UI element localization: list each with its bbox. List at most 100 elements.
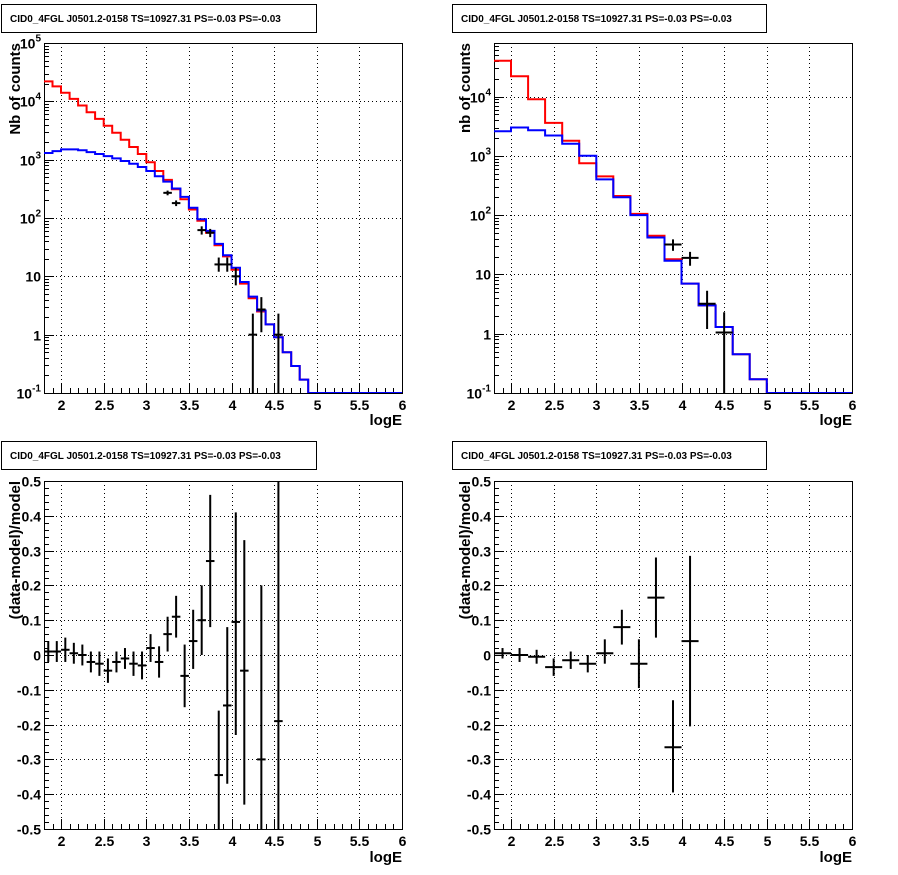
x-tick-label: 5 xyxy=(764,397,772,413)
data-point xyxy=(197,585,206,655)
x-tick-label: 4.5 xyxy=(715,397,735,413)
x-tick-label: 3.5 xyxy=(180,833,200,849)
chart-title: CID0_4FGL J0501.2-0158 TS=10927.31 PS=-0… xyxy=(10,14,281,25)
series-group xyxy=(494,59,852,393)
x-tick-label: 5.5 xyxy=(800,833,820,849)
x-tick-label: 3.5 xyxy=(630,397,650,413)
data-point xyxy=(120,648,130,669)
data-point xyxy=(52,641,62,662)
data-point xyxy=(698,290,716,330)
y-tick-label: 0.5 xyxy=(22,474,42,490)
y-tick-label: -0.2 xyxy=(467,718,491,734)
series-group xyxy=(44,80,402,393)
data-point xyxy=(494,648,512,659)
x-tick-label: 3 xyxy=(143,397,151,413)
data-point xyxy=(240,540,249,805)
x-axis-title: logE xyxy=(820,849,853,866)
data-point xyxy=(163,190,172,196)
x-tick-label: 4 xyxy=(679,397,687,413)
chart-panel-1: CID0_4FGL J0501.2-0158 TS=10927.31 PS=-0… xyxy=(1,4,407,429)
data-point xyxy=(69,642,79,664)
y-tick-label: 0.1 xyxy=(472,613,492,629)
data-point xyxy=(274,313,283,393)
data-point xyxy=(613,609,631,645)
x-tick-label: 5.5 xyxy=(350,833,370,849)
x-axis-title: logE xyxy=(820,412,853,429)
y-tick-label: 0.4 xyxy=(472,509,492,525)
data-point xyxy=(223,627,232,784)
x-tick-label: 3.5 xyxy=(630,833,650,849)
y-tick-label: 104 xyxy=(470,88,492,106)
y-tick-label: -0.5 xyxy=(467,822,491,838)
data-point xyxy=(163,616,172,652)
x-axis-title: logE xyxy=(370,849,403,866)
x-tick-label: 3 xyxy=(143,833,151,849)
chart-panel-3: CID0_4FGL J0501.2-0158 TS=10927.31 PS=-0… xyxy=(1,441,407,866)
y-tick-label: 10-1 xyxy=(17,384,42,402)
data-point xyxy=(681,555,699,727)
x-tick-label: 2 xyxy=(58,833,66,849)
y-axis-title: nb of counts xyxy=(457,43,474,133)
y-tick-label: 103 xyxy=(470,147,492,165)
y-tick-label: 0.3 xyxy=(472,544,492,560)
y-tick-label: -0.2 xyxy=(17,718,41,734)
y-tick-label: -0.1 xyxy=(17,683,41,699)
title-box xyxy=(1,441,317,470)
data-point xyxy=(579,655,597,673)
data-point xyxy=(154,646,164,678)
data-point xyxy=(205,494,215,628)
x-tick-label: 5.5 xyxy=(800,397,820,413)
y-tick-label: 10 xyxy=(475,267,491,283)
data-point xyxy=(188,609,198,669)
plot-frame xyxy=(494,43,853,394)
x-tick-label: 3 xyxy=(593,833,601,849)
title-box xyxy=(452,441,767,470)
data-point xyxy=(112,651,121,673)
x-tick-label: 2.5 xyxy=(545,833,565,849)
data-point xyxy=(248,313,258,393)
data-point xyxy=(146,634,155,662)
y-tick-label: 0.4 xyxy=(22,509,42,525)
x-tick-label: 3.5 xyxy=(180,397,200,413)
x-tick-label: 4 xyxy=(229,833,237,849)
chart-title: CID0_4FGL J0501.2-0158 TS=10927.31 PS=-0… xyxy=(10,451,281,462)
y-tick-label: 105 xyxy=(20,34,42,52)
blue-model-line xyxy=(44,148,402,393)
data-point xyxy=(197,226,206,235)
series-group xyxy=(44,481,283,829)
x-tick-label: 2 xyxy=(508,397,516,413)
data-point xyxy=(511,648,529,662)
data-point xyxy=(78,644,87,666)
data-point xyxy=(214,710,223,829)
x-tick-label: 6 xyxy=(849,833,857,849)
title-box xyxy=(1,4,317,33)
y-tick-label: 0 xyxy=(33,648,41,664)
data-point xyxy=(257,585,266,829)
y-axis-title: (data-model)/model xyxy=(457,481,474,619)
x-tick-label: 6 xyxy=(399,397,407,413)
data-point xyxy=(630,639,648,689)
y-axis-title: Nb of counts xyxy=(7,43,24,135)
data-point xyxy=(137,651,147,680)
y-tick-label: 10-1 xyxy=(467,384,492,402)
y-tick-label: 10 xyxy=(25,269,41,285)
y-tick-label: 0 xyxy=(483,648,491,664)
x-tick-label: 2.5 xyxy=(95,397,115,413)
data-point xyxy=(664,239,682,251)
y-tick-label: -0.4 xyxy=(467,787,491,803)
y-tick-label: 0.3 xyxy=(22,544,42,560)
y-tick-label: -0.4 xyxy=(17,787,41,803)
x-tick-label: 4 xyxy=(229,397,237,413)
y-tick-label: -0.1 xyxy=(467,683,491,699)
y-axis-title: (data-model)/model xyxy=(7,481,24,619)
data-point xyxy=(596,639,614,664)
data-point xyxy=(528,649,546,664)
data-point xyxy=(103,658,113,683)
data-point xyxy=(257,297,266,333)
y-tick-label: -0.5 xyxy=(17,822,41,838)
x-tick-label: 4.5 xyxy=(715,833,735,849)
data-point xyxy=(562,651,580,669)
data-point xyxy=(171,595,181,638)
y-tick-label: 0.5 xyxy=(472,474,492,490)
data-point xyxy=(205,228,215,238)
